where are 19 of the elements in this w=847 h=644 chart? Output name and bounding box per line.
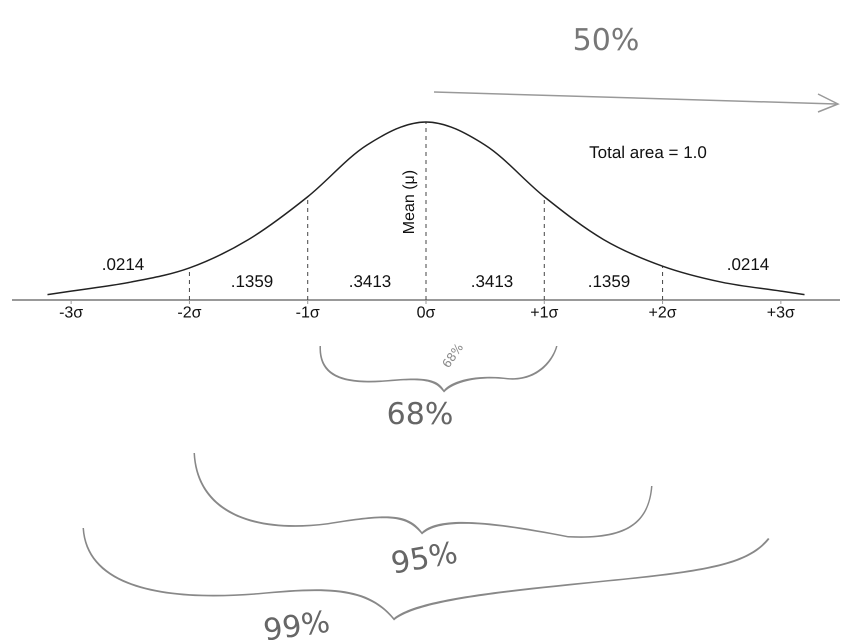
x-tick-label: +2σ [648, 304, 677, 322]
text: 50% [572, 23, 640, 58]
x-tick-label: +1σ [530, 304, 558, 322]
text: 99% [261, 604, 332, 644]
x-tick-label: -1σ [296, 304, 320, 322]
x-tick-label: 0σ [416, 304, 436, 322]
x-tick-label: -3σ [59, 304, 84, 322]
ref-line-label: Mean (μ) [401, 170, 418, 234]
x-tick-label: +3σ [766, 304, 796, 322]
annotation: .3413 [470, 272, 514, 291]
annotation: .3413 [348, 272, 392, 291]
x-tick-label: -2σ [177, 304, 202, 322]
annotation: .0214 [102, 255, 144, 274]
annotation: .1359 [588, 272, 630, 291]
annotation: .1359 [230, 272, 274, 291]
text: 95% [388, 536, 460, 582]
text: 68% [386, 397, 454, 432]
annotation: Total area = 1.0 [589, 143, 707, 162]
annotation: .0214 [726, 255, 770, 274]
